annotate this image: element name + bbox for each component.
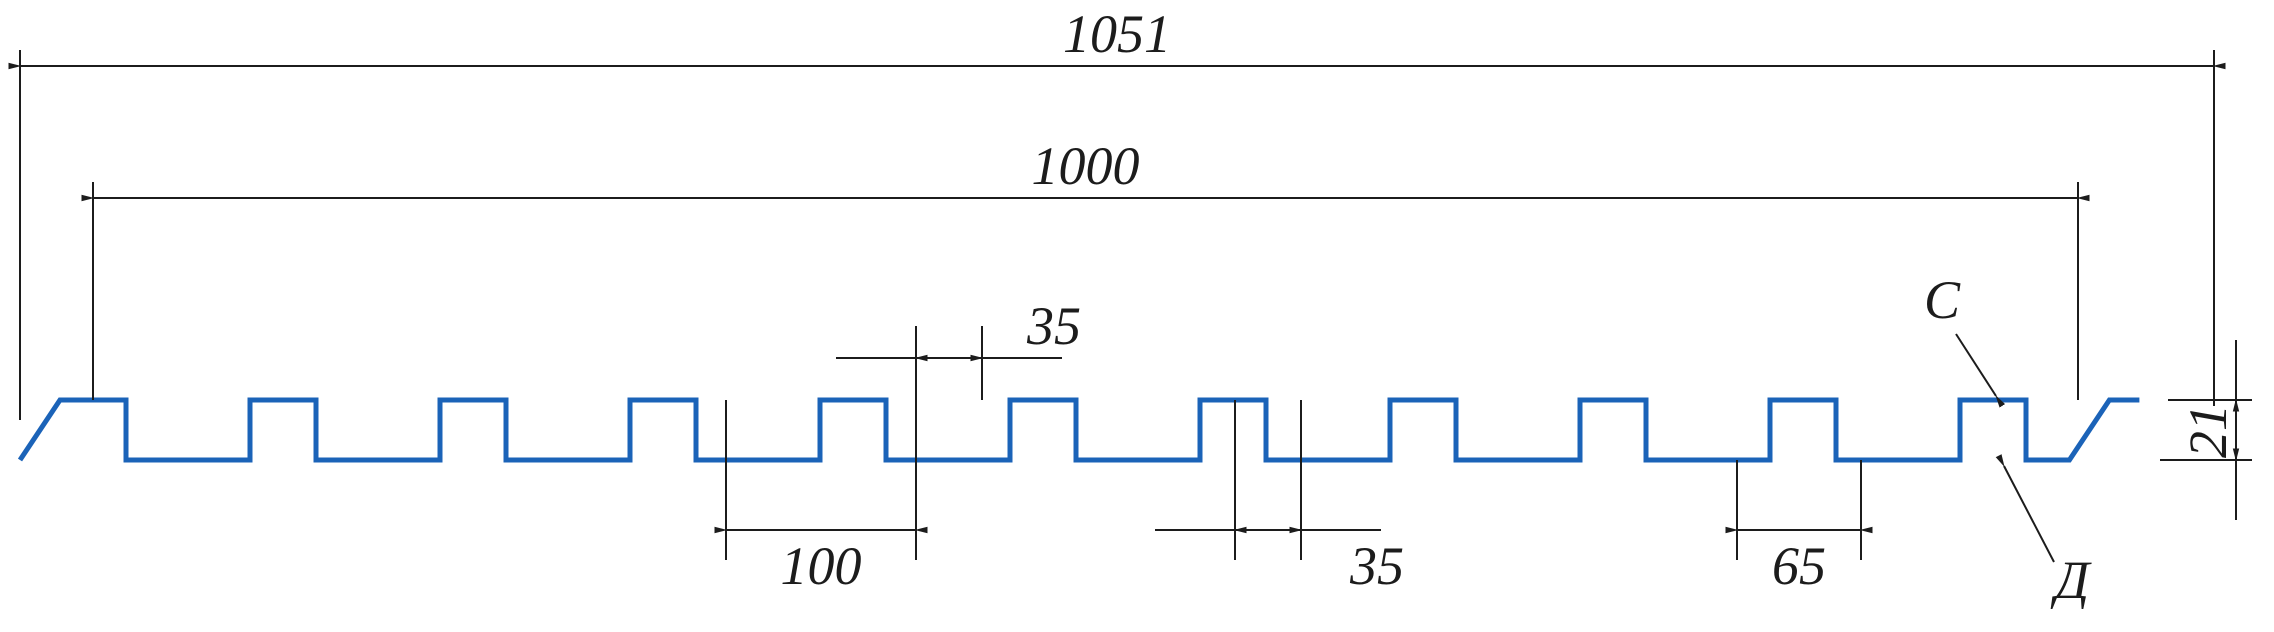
dim-top-flat-label: 35 <box>1026 296 1081 356</box>
dim-bottom-flat-label: 35 <box>1349 536 1404 596</box>
label-d-label: Д <box>2050 550 2092 610</box>
label-c-leader <box>1956 334 1996 396</box>
dim-cover-width-label: 1000 <box>1032 136 1140 196</box>
dim-pitch-label: 100 <box>781 536 862 596</box>
dim-height-label: 21 <box>2178 404 2238 458</box>
profile-outline <box>20 400 2139 460</box>
label-c-label: C <box>1924 270 1961 330</box>
dim-overall-width-label: 1051 <box>1063 4 1171 64</box>
dim-valley-label: 65 <box>1772 536 1826 596</box>
label-d-leader <box>2004 466 2054 562</box>
